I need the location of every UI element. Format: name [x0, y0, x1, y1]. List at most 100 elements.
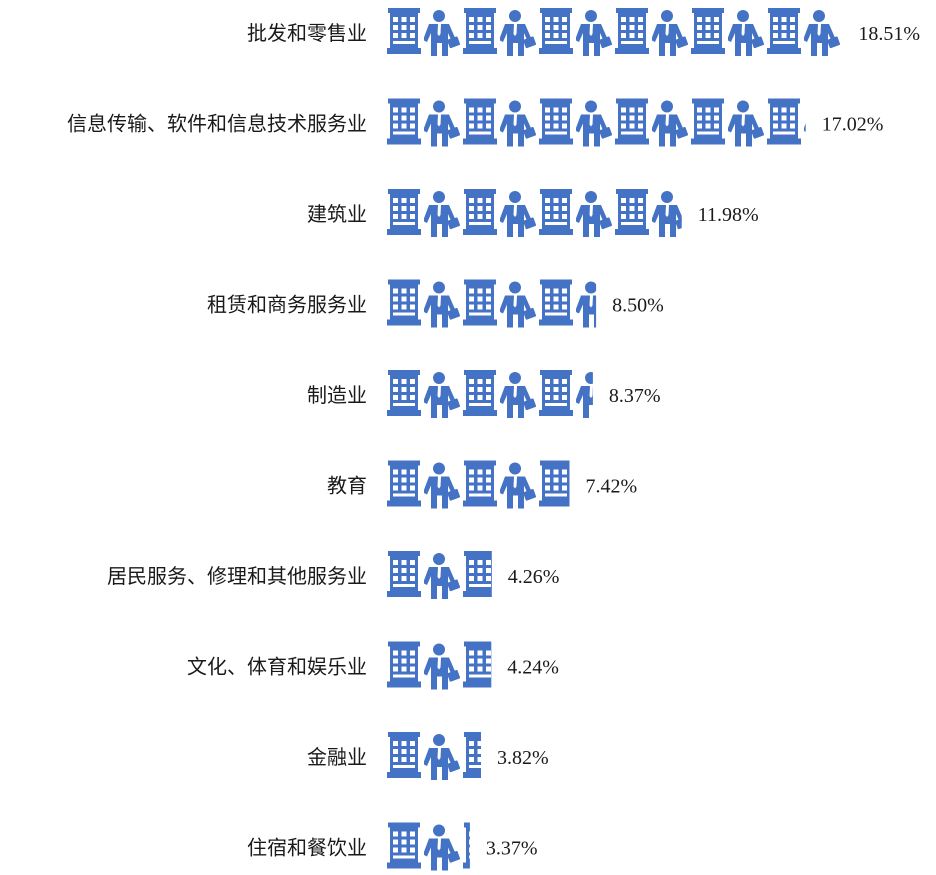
businessman-with-briefcase-icon	[500, 191, 536, 237]
businessman-with-briefcase-icon	[500, 372, 536, 418]
businessman-with-briefcase-icon	[576, 191, 612, 237]
businessman-with-briefcase-icon	[575, 734, 612, 780]
businessman-with-briefcase-icon	[424, 372, 460, 418]
office-building-icon	[539, 823, 573, 869]
businessman-with-briefcase-icon	[728, 100, 764, 147]
office-building-icon	[387, 460, 421, 507]
office-building-icon	[463, 8, 497, 54]
businessman-with-briefcase-icon	[424, 643, 460, 690]
value-label: 17.02%	[822, 114, 884, 136]
category-label: 租赁和商务服务业	[207, 293, 367, 317]
office-building-icon	[691, 98, 725, 145]
category-label: 批发和零售业	[247, 21, 367, 45]
bar-row: 文化、体育和娱乐业 4.24%	[187, 641, 612, 690]
office-building-icon	[615, 189, 649, 235]
value-label: 3.82%	[497, 747, 549, 769]
value-label: 11.98%	[698, 204, 759, 226]
category-label: 金融业	[307, 745, 367, 769]
businessman-with-briefcase-icon	[424, 100, 460, 147]
category-label: 居民服务、修理和其他服务业	[107, 564, 367, 588]
businessman-with-briefcase-icon	[576, 372, 593, 418]
bar-row: 信息传输、软件和信息技术服务业 17.02%	[67, 98, 916, 147]
businessman-with-briefcase-icon	[804, 10, 840, 56]
office-building-icon	[615, 8, 649, 54]
category-label: 信息传输、软件和信息技术服务业	[67, 112, 367, 136]
bar-row: 金融业 3.82%	[307, 732, 612, 780]
office-building-icon	[767, 98, 801, 145]
businessman-with-briefcase-icon	[651, 463, 688, 509]
bar	[387, 551, 612, 599]
office-building-icon	[539, 370, 573, 416]
businessman-with-briefcase-icon	[424, 734, 460, 780]
bar-row: 住宿和餐饮业 3.37%	[247, 822, 612, 871]
bar-row: 批发和零售业 18.51%	[247, 8, 920, 56]
businessman-with-briefcase-icon	[652, 191, 682, 237]
businessman-with-briefcase-icon	[879, 101, 916, 147]
office-building-icon	[387, 189, 421, 235]
office-building-icon	[463, 98, 497, 145]
businessman-with-briefcase-icon	[575, 644, 612, 690]
businessman-with-briefcase-icon	[500, 100, 536, 147]
office-building-icon	[463, 732, 481, 778]
category-label: 文化、体育和娱乐业	[187, 655, 367, 679]
office-building-icon	[387, 8, 421, 54]
office-building-icon	[463, 279, 497, 326]
businessman-with-briefcase-icon	[424, 10, 460, 56]
office-building-icon	[387, 551, 421, 597]
value-label: 7.42%	[586, 476, 638, 498]
office-building-icon	[539, 460, 570, 507]
office-building-icon	[615, 98, 649, 145]
businessman-with-briefcase-icon	[652, 10, 688, 56]
category-label: 建筑业	[307, 202, 367, 226]
office-building-icon	[539, 189, 573, 235]
businessman-with-briefcase-icon	[576, 100, 612, 147]
bar-row: 居民服务、修理和其他服务业 4.26%	[107, 551, 612, 599]
office-building-icon	[387, 822, 421, 869]
businessman-with-briefcase-icon	[424, 281, 460, 328]
businessman-with-briefcase-icon	[652, 100, 688, 147]
category-label: 住宿和餐饮业	[247, 836, 367, 860]
value-label: 4.24%	[507, 657, 559, 679]
office-building-icon	[463, 460, 497, 507]
businessman-with-briefcase-icon	[424, 191, 460, 237]
office-building-icon	[387, 370, 421, 416]
bar-row: 制造业 8.37%	[307, 370, 661, 418]
businessman-with-briefcase-icon	[424, 824, 460, 871]
office-building-icon	[767, 8, 801, 54]
category-label: 制造业	[307, 383, 367, 407]
bar-row: 教育 7.42%	[327, 460, 688, 509]
businessman-with-briefcase-icon	[500, 462, 536, 509]
bar	[387, 641, 612, 690]
value-label: 4.26%	[508, 566, 560, 588]
businessman-with-briefcase-icon	[500, 281, 536, 328]
office-building-icon	[691, 8, 725, 54]
category-label: 教育	[327, 474, 367, 498]
office-building-icon	[387, 732, 421, 778]
office-building-icon	[463, 641, 492, 688]
businessman-with-briefcase-icon	[728, 10, 764, 56]
businessman-with-briefcase-icon	[500, 10, 536, 56]
value-label: 8.50%	[612, 295, 664, 317]
office-building-icon	[387, 279, 421, 326]
office-building-icon	[463, 189, 497, 235]
office-building-icon	[539, 98, 573, 145]
businessman-with-briefcase-icon	[576, 10, 612, 56]
office-building-icon	[463, 551, 492, 597]
businessman-with-briefcase-icon	[575, 553, 612, 599]
businessman-with-briefcase-icon	[424, 462, 460, 509]
value-label: 3.37%	[486, 838, 538, 860]
businessman-with-briefcase-icon	[424, 553, 460, 599]
bar-row: 建筑业 11.98%	[307, 189, 759, 237]
bar-row: 租赁和商务服务业 8.50%	[207, 279, 664, 328]
businessman-with-briefcase-icon	[575, 825, 612, 871]
bar	[387, 8, 840, 56]
office-building-icon	[387, 98, 421, 145]
office-building-icon	[387, 641, 421, 688]
office-building-icon	[539, 279, 573, 326]
value-label: 18.51%	[858, 23, 920, 45]
businessman-with-briefcase-icon	[576, 281, 597, 328]
office-building-icon	[539, 8, 573, 54]
value-label: 8.37%	[609, 385, 661, 407]
office-building-icon	[463, 370, 497, 416]
